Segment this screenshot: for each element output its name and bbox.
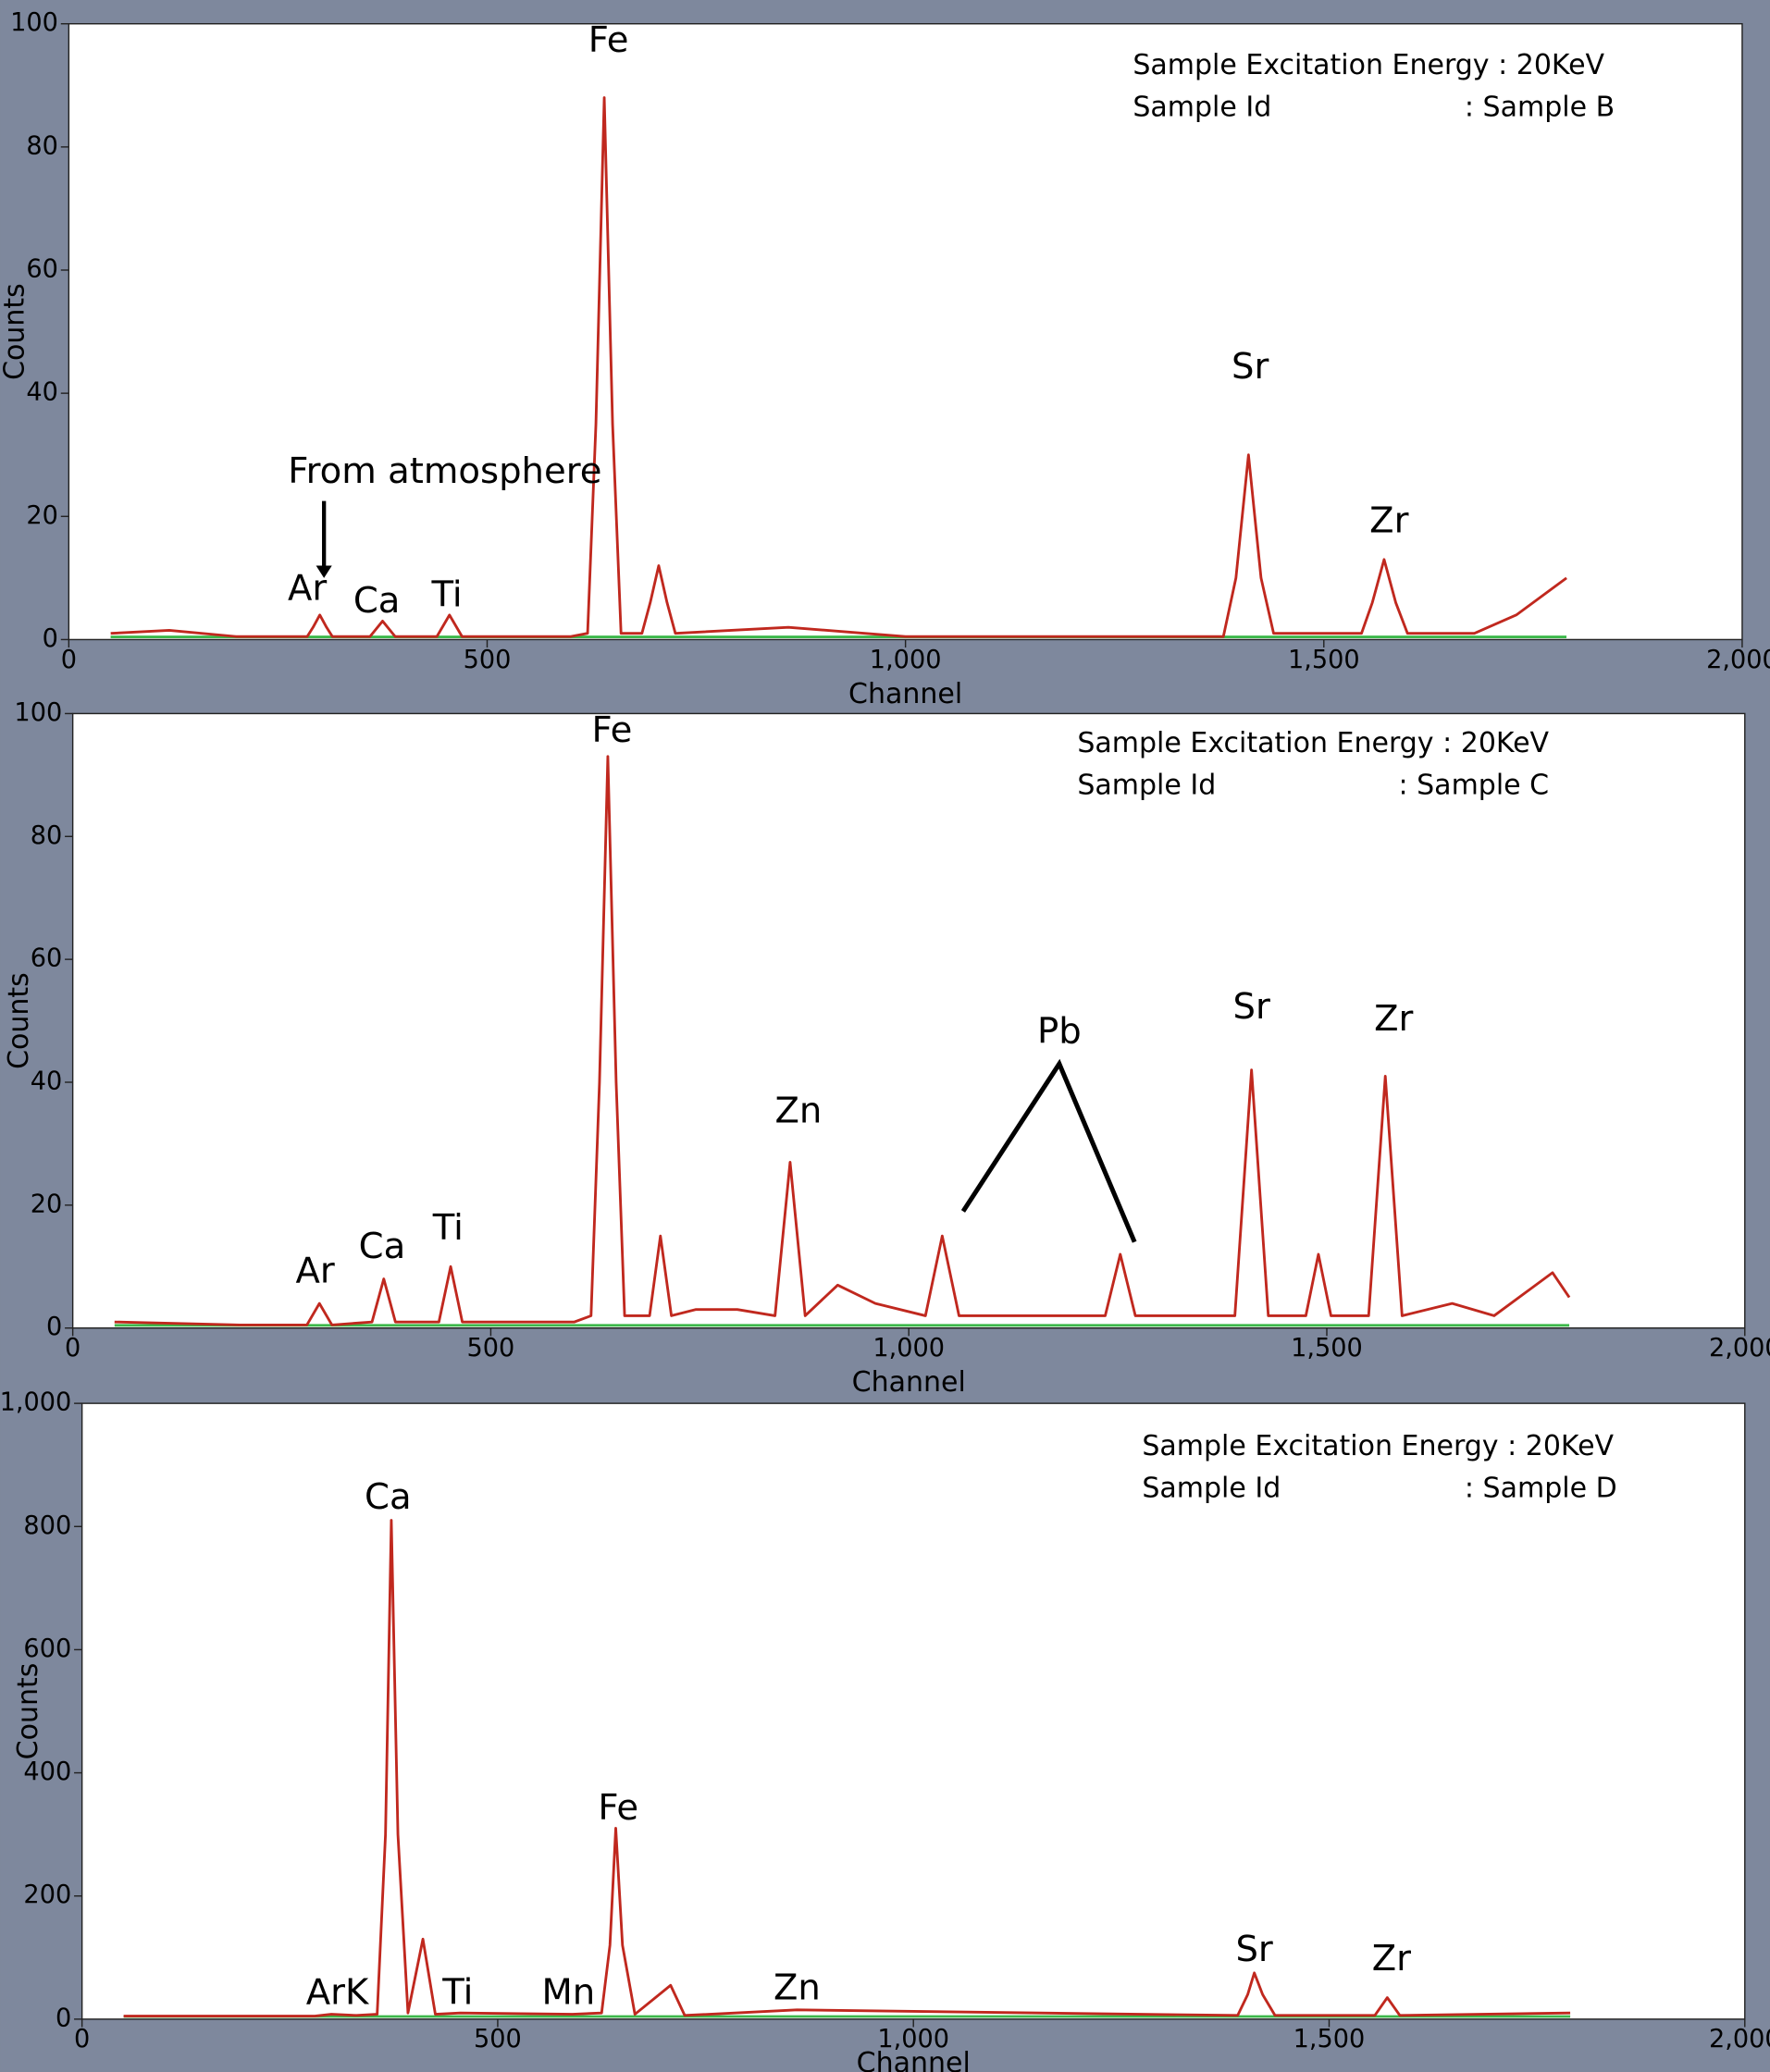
y-tick-label: 800	[23, 1511, 71, 1540]
info-text: Sample Excitation Energy : 20KeV	[1133, 49, 1604, 81]
y-tick-label: 1,000	[0, 1388, 71, 1417]
peak-label: Mn	[541, 1972, 595, 2014]
x-tick-label: 500	[474, 2025, 522, 2054]
peak-label: ArK	[306, 1972, 370, 2014]
peak-label: Sr	[1235, 1929, 1272, 1970]
y-tick-label: 0	[46, 1313, 62, 1341]
peak-label: Fe	[598, 1787, 638, 1829]
peak-label: Ca	[365, 1476, 412, 1518]
sample-id-value: : Sample C	[1399, 770, 1550, 802]
peak-label: Ti	[431, 574, 463, 615]
peak-label: Sr	[1232, 346, 1269, 388]
sample-id-label: Sample Id	[1077, 770, 1216, 802]
info-text: Sample Excitation Energy : 20KeV	[1142, 1430, 1614, 1462]
y-tick-label: 0	[43, 624, 58, 653]
peak-label: Zr	[1374, 998, 1413, 1040]
x-tick-label: 0	[65, 1334, 80, 1363]
peak-label: Pb	[1037, 1010, 1082, 1052]
peak-label: Sr	[1233, 986, 1270, 1028]
peak-label: Ti	[432, 1207, 464, 1249]
spectrum-line	[123, 1519, 1571, 2018]
y-tick-label: 60	[26, 255, 58, 284]
peak-label: Zn	[775, 1091, 823, 1132]
x-tick-label: 500	[467, 1334, 515, 1363]
y-tick-label: 600	[23, 1634, 71, 1663]
y-axis-label: Counts	[0, 283, 31, 380]
peak-label: From atmosphere	[288, 450, 601, 492]
peak-label: Fe	[588, 19, 629, 61]
y-tick-label: 200	[23, 1881, 71, 1909]
y-tick-label: 40	[26, 378, 58, 407]
x-tick-label: 1,000	[877, 2025, 949, 2054]
sample-id-value: : Sample D	[1465, 1472, 1617, 1504]
peak-label: Zr	[1372, 1938, 1411, 1980]
peak-label: Ar	[296, 1250, 335, 1291]
spectrum-line	[110, 96, 1567, 638]
sample-id-value: : Sample B	[1465, 92, 1615, 124]
y-tick-label: 20	[31, 1190, 63, 1218]
x-tick-label: 0	[61, 646, 77, 674]
y-tick-label: 60	[31, 944, 63, 973]
peak-label: Fe	[592, 709, 633, 751]
peak-label: Zn	[774, 1967, 821, 2008]
x-axis-label: Channel	[857, 2047, 971, 2072]
x-tick-label: 1,500	[1288, 646, 1360, 674]
y-tick-label: 100	[10, 8, 58, 37]
x-tick-label: 500	[464, 646, 512, 674]
y-axis-label: Counts	[3, 972, 35, 1069]
pointer-lines	[960, 1058, 1137, 1243]
x-tick-label: 2,000	[1706, 646, 1770, 674]
y-tick-label: 0	[56, 2004, 71, 2032]
y-tick-label: 80	[26, 131, 58, 160]
plot-area	[68, 22, 1743, 641]
x-tick-label: 2,000	[1709, 2025, 1770, 2054]
x-tick-label: 2,000	[1709, 1334, 1770, 1363]
y-axis-label: Counts	[12, 1663, 44, 1760]
y-tick-label: 400	[23, 1758, 71, 1786]
sample-id-label: Sample Id	[1133, 92, 1271, 124]
info-text: Sample Excitation Energy : 20KeV	[1077, 727, 1549, 759]
x-axis-label: Channel	[848, 678, 962, 710]
x-tick-label: 1,000	[870, 646, 942, 674]
x-tick-label: 1,500	[1291, 1334, 1363, 1363]
arrow-head	[316, 565, 332, 578]
x-tick-label: 1,500	[1293, 2025, 1366, 2054]
x-tick-label: 1,000	[873, 1334, 945, 1363]
plot-area	[80, 1402, 1746, 2020]
y-tick-label: 20	[26, 501, 58, 530]
peak-label: Ca	[359, 1226, 406, 1267]
sample-id-label: Sample Id	[1142, 1472, 1281, 1504]
spectrum-line	[114, 755, 1571, 1326]
peak-label: Zr	[1369, 500, 1408, 541]
x-axis-label: Channel	[852, 1366, 966, 1399]
y-tick-label: 100	[14, 698, 62, 727]
y-tick-label: 80	[31, 821, 63, 850]
y-tick-label: 40	[31, 1067, 63, 1096]
plot-area	[71, 712, 1746, 1329]
x-tick-label: 0	[74, 2025, 90, 2054]
peak-label: Ca	[353, 580, 401, 622]
peak-label: Ti	[441, 1972, 473, 2014]
peak-label: Ar	[288, 568, 327, 610]
